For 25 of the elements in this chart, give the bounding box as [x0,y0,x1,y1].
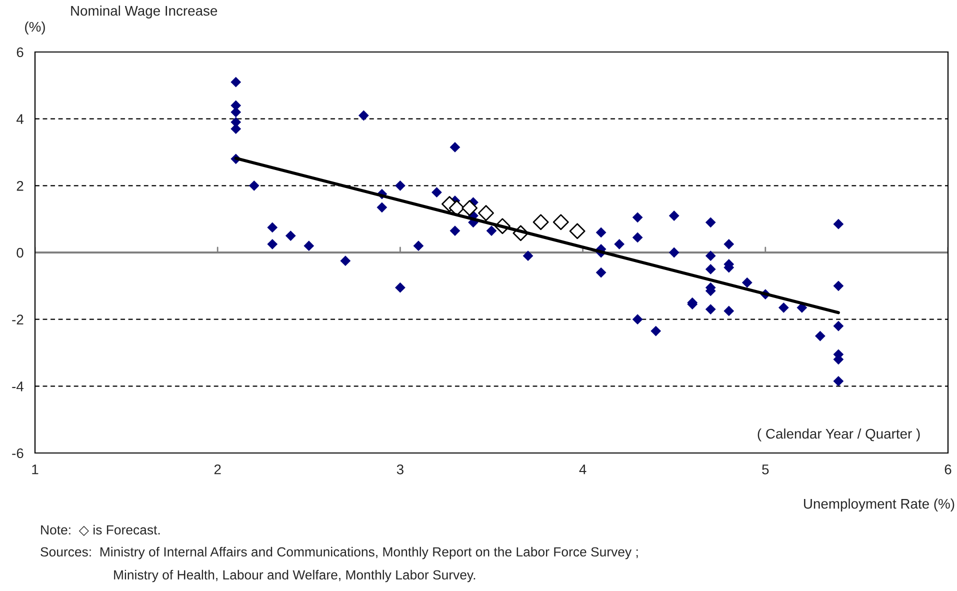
point [478,205,494,222]
y-tick-label: -6 [12,448,24,458]
x-tick-label: 4 [579,464,586,474]
chart-title: Nominal Wage Increase [71,6,218,18]
x-axis-title: Unemployment Rate (%) [804,498,954,512]
point [552,214,569,230]
y-axis-title: (%) [25,22,45,34]
x-tick-label: 1 [32,464,38,474]
y-tick-label: 6 [16,47,24,58]
x-tick-label: 6 [944,464,952,474]
y-tick-label: 2 [16,181,24,191]
y-tick-label: 4 [16,114,24,124]
text: Ministry of Health, Labour and Welfare, Monthly Labor Survey. [114,570,476,582]
x-tick-label: 3 [396,464,404,474]
point [462,200,478,216]
annotation: ( Calendar Year / Quarter ) [758,428,920,442]
y-tick-label: -2 [12,314,24,324]
point [532,214,549,230]
x-tick-label: 5 [762,464,769,474]
text: Note: ◇ is Forecast. [41,524,160,536]
y-tick-label: -4 [12,382,24,392]
x-tick-label: 2 [214,464,221,474]
source-note: Sources: Ministry of Internal Affairs and Communications, Monthly Report on the Labor Force Survey ; [40,546,638,560]
y-tick-label: 0 [16,248,24,258]
point [569,223,586,240]
